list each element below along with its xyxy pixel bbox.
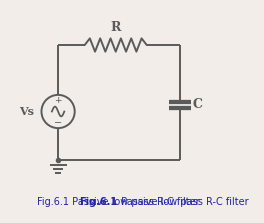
Text: Passive low pass R-C filter: Passive low pass R-C filter <box>118 197 248 207</box>
Text: +: + <box>54 96 62 105</box>
Text: Fig.6.1 Passive low pass R-C filter: Fig.6.1 Passive low pass R-C filter <box>37 197 199 207</box>
Text: C: C <box>192 98 202 111</box>
Text: Fig.6.1: Fig.6.1 <box>79 197 118 207</box>
Text: −: − <box>54 118 62 128</box>
Text: R: R <box>111 21 121 34</box>
Text: Vs: Vs <box>19 106 34 117</box>
Circle shape <box>41 95 75 128</box>
